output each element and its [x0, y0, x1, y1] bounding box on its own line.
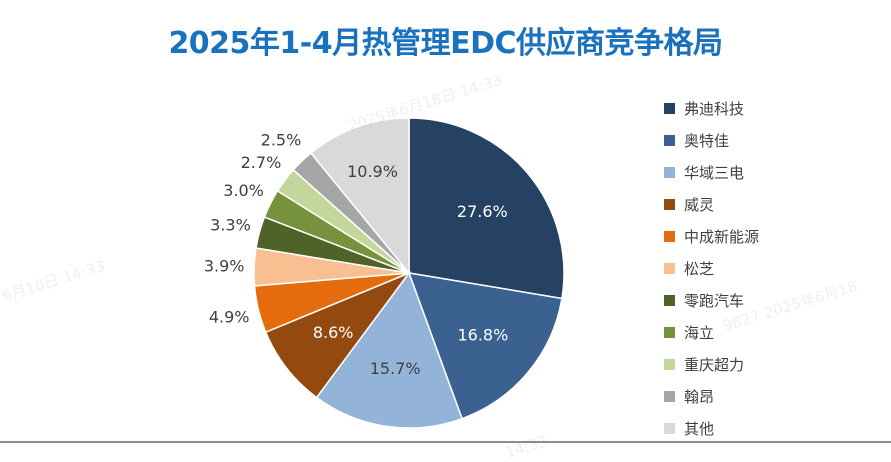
- legend-swatch-icon: [664, 134, 675, 146]
- legend-swatch-icon: [664, 390, 675, 402]
- chart-title: 2025年1-4月热管理EDC供应商竞争格局: [168, 26, 723, 61]
- slice-data-label: 4.9%: [209, 308, 250, 327]
- slice-data-label: 16.8%: [457, 325, 508, 344]
- slice-data-label: 10.9%: [347, 162, 398, 181]
- legend-item: 中成新能源: [664, 220, 759, 252]
- slice-data-label: 3.3%: [210, 215, 251, 234]
- legend-swatch-icon: [664, 422, 675, 434]
- legend-item: 零跑汽车: [664, 284, 759, 316]
- legend-label: 松芝: [684, 259, 715, 278]
- slice-data-label: 27.6%: [457, 202, 508, 221]
- pie-slice-11: [309, 117, 410, 276]
- legend-label: 华域三电: [684, 163, 745, 182]
- legend-swatch-icon: [664, 262, 675, 274]
- legend-label: 重庆超力: [684, 355, 745, 374]
- legend-item: 威灵: [664, 188, 759, 220]
- slice-data-label: 8.6%: [313, 323, 354, 342]
- legend-label: 威灵: [684, 195, 715, 214]
- legend-swatch-icon: [664, 326, 675, 338]
- legend-item: 松芝: [664, 252, 759, 284]
- pie-slice-2: [407, 272, 563, 420]
- legend-item: 华域三电: [664, 156, 759, 188]
- legend-item: 其他: [664, 412, 759, 444]
- slice-data-label: 3.0%: [223, 181, 264, 200]
- legend-label: 海立: [684, 323, 715, 342]
- legend-label: 弗迪科技: [684, 99, 745, 118]
- legend-swatch-icon: [664, 230, 675, 242]
- pie-chart: 27.6% 16.8% 15.7% 8.6% 4.9% 3.9% 3.3% 3.0% 2.7% 2…: [204, 117, 565, 429]
- slice-data-label: 15.7%: [370, 359, 421, 378]
- legend-swatch-icon: [664, 102, 675, 114]
- legend-item: 海立: [664, 316, 759, 348]
- legend-item: 翰昂: [664, 380, 759, 412]
- bottom-divider: [0, 441, 891, 443]
- legend-swatch-icon: [664, 294, 675, 306]
- slice-data-label: 3.9%: [204, 257, 245, 276]
- legend-label: 零跑汽车: [684, 291, 745, 310]
- slice-data-label: 2.5%: [261, 130, 302, 149]
- legend-item: 重庆超力: [664, 348, 759, 380]
- pie-slice-4: [264, 271, 412, 399]
- chart-legend: 弗迪科技奥特佳华域三电威灵中成新能源松芝零跑汽车海立重庆超力翰昂其他: [664, 92, 759, 444]
- legend-swatch-icon: [664, 358, 675, 370]
- pie-slice-1: [408, 117, 565, 300]
- slice-data-label: 2.7%: [241, 153, 282, 172]
- legend-label: 奥特佳: [684, 131, 730, 150]
- legend-label: 中成新能源: [684, 227, 760, 246]
- pie-slice-3: [315, 271, 463, 429]
- legend-item: 弗迪科技: [664, 92, 759, 124]
- legend-label: 翰昂: [684, 387, 715, 406]
- legend-item: 奥特佳: [664, 124, 759, 156]
- legend-swatch-icon: [664, 198, 675, 210]
- legend-label: 其他: [684, 419, 715, 438]
- legend-swatch-icon: [664, 166, 675, 178]
